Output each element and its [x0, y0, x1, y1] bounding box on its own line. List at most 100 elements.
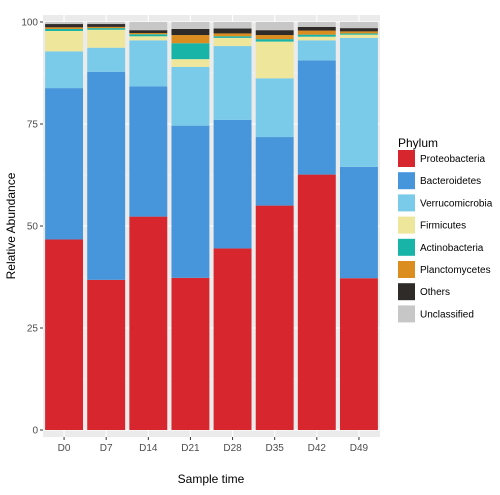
bar-segment — [45, 27, 84, 29]
bar-segment — [255, 78, 294, 138]
bar-segment — [87, 71, 126, 280]
bar-segment — [339, 278, 378, 430]
bar-segment — [255, 41, 294, 79]
bar-segment — [339, 22, 378, 29]
x-tick-label: D49 — [350, 443, 369, 454]
bar-segment — [339, 31, 378, 34]
bar-segment — [171, 125, 210, 278]
bar-segment — [45, 239, 84, 430]
bar-segment — [339, 37, 378, 167]
bar-segment — [255, 22, 294, 31]
bar-segment — [171, 22, 210, 29]
bar-segment — [129, 216, 168, 430]
bar-segment — [255, 35, 294, 40]
bar-segment — [255, 39, 294, 42]
bar-segment — [213, 119, 252, 249]
bar-segment — [297, 34, 336, 37]
bar-segment — [87, 279, 126, 430]
bar-segment — [129, 22, 168, 31]
x-axis: D0 D7 D14 D21 D28 D35 D42 D49 — [58, 437, 369, 454]
bar-segment — [129, 34, 168, 37]
bar-segment — [87, 29, 126, 48]
x-tick-label: D42 — [308, 443, 327, 454]
bar-segment — [87, 28, 126, 30]
y-axis-title: Relative Abundance — [4, 172, 18, 279]
bar-segment — [87, 22, 126, 25]
bar-segment — [213, 248, 252, 430]
bar-segment — [171, 59, 210, 67]
bar-segment — [213, 33, 252, 37]
legend-key — [398, 238, 415, 256]
bar-segment — [213, 28, 252, 34]
bar-segment — [171, 277, 210, 430]
y-tick-label: 50 — [27, 222, 39, 233]
legend-key — [398, 283, 415, 301]
bar-segment — [255, 30, 294, 36]
bar-segment — [339, 166, 378, 279]
legend-label: Actinobacteria — [420, 243, 484, 254]
bar-segment — [213, 36, 252, 38]
bar-segment — [297, 30, 336, 35]
x-axis-title: Sample time — [178, 472, 245, 486]
x-tick-label: D14 — [139, 443, 158, 454]
bar-segment — [171, 43, 210, 60]
x-tick-label: D7 — [100, 443, 113, 454]
bar-segment — [87, 47, 126, 72]
legend-label: Others — [420, 287, 450, 298]
y-tick-label: 100 — [21, 18, 38, 29]
bar-segment — [297, 40, 336, 61]
legend-label: Proteobacteria — [420, 154, 485, 165]
bar-segment — [45, 51, 84, 89]
bar-segment — [297, 22, 336, 27]
legend-key — [398, 305, 415, 323]
bar-segment — [45, 28, 84, 31]
legend-key — [398, 194, 415, 212]
bar-segment — [129, 33, 168, 35]
legend-key — [398, 150, 415, 167]
bar-segment — [339, 28, 378, 32]
legend-key — [398, 261, 415, 278]
legend-label: Planctomycetes — [420, 265, 491, 276]
bar-segment — [45, 88, 84, 240]
bar-segment — [171, 66, 210, 126]
bar-segment — [213, 46, 252, 120]
bar-segment — [171, 35, 210, 44]
bar-segment — [129, 36, 168, 41]
bar-segment — [297, 174, 336, 430]
bar-segment — [255, 205, 294, 430]
x-tick-label: D0 — [58, 443, 71, 454]
legend-key — [398, 172, 415, 190]
legend-key — [398, 216, 415, 234]
bar-segment — [255, 137, 294, 206]
bar-segment — [171, 28, 210, 36]
legend-label: Verrucomicrobia — [420, 198, 493, 209]
bar-segment — [87, 26, 126, 29]
x-tick-label: D35 — [266, 443, 285, 454]
legend-title: Phylum — [398, 136, 438, 150]
legend-label: Bacteroidetes — [420, 176, 481, 187]
bar-segment — [297, 36, 336, 41]
y-axis: 0 25 50 75 100 — [21, 18, 43, 437]
y-tick-label: 0 — [32, 426, 38, 437]
legend-label: Firmicutes — [420, 221, 466, 232]
bar-segment — [339, 34, 378, 38]
bar-segment — [129, 30, 168, 34]
bar-segment — [297, 26, 336, 31]
legend: Phylum Proteobacteria Bacteroidetes Verruc… — [398, 136, 493, 323]
bar-segment — [45, 24, 84, 28]
bar-segment — [129, 40, 168, 87]
bar-segment — [87, 24, 126, 27]
bar-segment — [129, 86, 168, 217]
bar-segment — [339, 33, 378, 35]
y-tick-label: 25 — [27, 324, 39, 335]
x-tick-label: D28 — [223, 443, 242, 454]
bar-segment — [213, 37, 252, 47]
legend-label: Unclassified — [420, 309, 474, 320]
bar-segment — [45, 30, 84, 52]
x-tick-label: D21 — [181, 443, 200, 454]
bar-segment — [213, 22, 252, 29]
y-tick-label: 75 — [27, 120, 39, 131]
bar-segment — [297, 60, 336, 175]
bars — [45, 22, 378, 430]
